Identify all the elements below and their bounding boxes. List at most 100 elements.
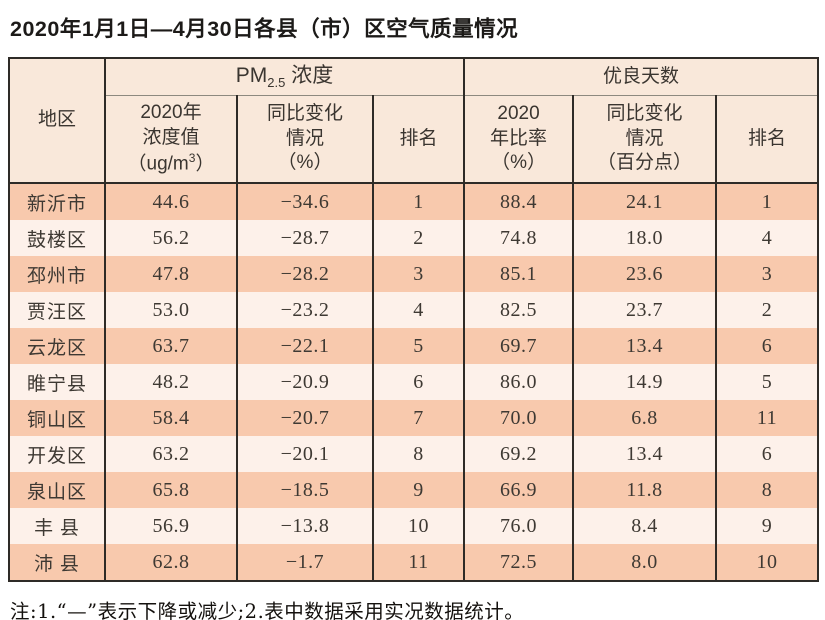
pm-change-cell: −22.1 [236,328,374,365]
good-rank-cell: 6 [715,328,820,365]
good-days-group-header: 优良天数 [463,58,820,97]
region-cell: 铜山区 [8,400,106,437]
table-row: 铜山区 58.4 −20.7 7 70.0 6.8 11 [8,400,820,437]
pm-value-cell: 65.8 [104,472,238,509]
good-ratio-header-line2: 年比率 [490,127,548,149]
pm-change-cell: −20.9 [236,364,374,401]
pm-rank-cell: 10 [371,508,466,545]
pm-change-cell: −28.7 [236,220,374,257]
pm-rank-cell: 11 [371,544,466,582]
region-cell: 睢宁县 [8,364,106,401]
good-ratio-cell: 85.1 [463,256,575,293]
good-change-cell: 24.1 [572,183,718,221]
good-change-cell: 8.4 [572,508,718,545]
pm-value-header-line1: 2020年 [140,102,202,124]
pm-change-cell: −13.8 [236,508,374,545]
pm-rank-cell: 3 [371,256,466,293]
header-group-row: 地区 PM2.5 浓度 优良天数 [8,58,820,185]
pm-value-unit-superscript: 3 [188,150,196,165]
table-row: 沛 县 62.8 −1.7 11 72.5 8.0 10 [8,544,820,582]
pm-change-cell: −18.5 [236,472,374,509]
region-cell: 云龙区 [8,328,106,365]
table-body: 新沂市 44.6 −34.6 1 88.4 24.1 1 鼓楼区 56.2 −2… [8,183,820,582]
pm-value-cell: 56.9 [104,508,238,545]
good-ratio-header-line3: （%） [491,152,546,174]
good-rank-cell: 3 [715,256,820,293]
good-change-column-header: 同比变化 情况 （百分点） [572,95,718,185]
good-change-cell: 11.8 [572,472,718,509]
page-title: 2020年1月1日—4月30日各县（市）区空气质量情况 [10,17,519,41]
pm-value-cell: 63.2 [104,436,238,473]
pm-rank-cell: 8 [371,436,466,473]
table-row: 丰 县 56.9 −13.8 10 76.0 8.4 9 [8,508,820,545]
pm25-label-main: PM [235,64,268,87]
good-ratio-cell: 88.4 [463,183,575,221]
good-ratio-cell: 69.7 [463,328,575,365]
good-change-cell: 23.7 [572,292,718,329]
pm-value-cell: 56.2 [104,220,238,257]
pm-value-cell: 62.8 [104,544,238,582]
pm-rank-cell: 1 [371,183,466,221]
table-row: 泉山区 65.8 −18.5 9 66.9 11.8 8 [8,472,820,509]
pm25-label-subscript: 2.5 [267,75,286,91]
region-cell: 邳州市 [8,256,106,293]
good-rank-cell: 1 [715,183,820,221]
good-change-cell: 13.4 [572,328,718,365]
table-row: 贾汪区 53.0 −23.2 4 82.5 23.7 2 [8,292,820,329]
pm-rank-column-header: 排名 [371,95,466,185]
region-column-header: 地区 [8,58,106,185]
table-row: 鼓楼区 56.2 −28.7 2 74.8 18.0 4 [8,220,820,257]
pm-change-header-line2: 情况 [285,127,324,149]
pm-change-cell: −1.7 [236,544,374,582]
air-quality-table: 地区 PM2.5 浓度 优良天数 2020年 浓度值 （ug/m3） 同比变化 … [8,57,820,583]
good-ratio-header-line1: 2020 [497,103,540,125]
good-ratio-cell: 82.5 [463,292,575,329]
good-ratio-column-header: 2020 年比率 （%） [463,95,575,185]
pm-value-cell: 47.8 [104,256,238,293]
region-cell: 贾汪区 [8,292,106,329]
good-rank-cell: 5 [715,364,820,401]
table-row: 邳州市 47.8 −28.2 3 85.1 23.6 3 [8,256,820,293]
good-rank-column-header: 排名 [715,95,820,185]
table-row: 云龙区 63.7 −22.1 5 69.7 13.4 6 [8,328,820,365]
pm-rank-cell: 6 [371,364,466,401]
good-rank-cell: 4 [715,220,820,257]
pm-value-header-unit: （ug/m3） [108,151,234,177]
good-ratio-cell: 86.0 [463,364,575,401]
pm-rank-cell: 4 [371,292,466,329]
table-row: 开发区 63.2 −20.1 8 69.2 13.4 6 [8,436,820,473]
region-cell: 新沂市 [8,183,106,221]
pm-change-column-header: 同比变化 情况 （%） [236,95,374,185]
pm-change-cell: −20.7 [236,400,374,437]
good-change-cell: 23.6 [572,256,718,293]
pm25-group-header: PM2.5 浓度 [103,58,466,97]
good-ratio-cell: 72.5 [463,544,575,582]
pm-change-header-line1: 同比变化 [266,103,343,125]
pm-change-header-line3: （%） [277,152,333,174]
table-row: 新沂市 44.6 −34.6 1 88.4 24.1 1 [8,183,820,221]
pm-rank-cell: 9 [371,472,466,509]
header-sub-row: 2020年 浓度值 （ug/m3） 同比变化 情况 （%） 排名 2020 年比… [9,95,820,185]
good-rank-cell: 8 [715,472,820,509]
good-change-cell: 13.4 [572,436,718,473]
good-ratio-cell: 66.9 [463,472,575,509]
good-change-header-line3: （百分点） [597,152,693,174]
region-cell: 鼓楼区 [8,220,106,257]
footnote: 注:1.“—”表示下降或减少;2.表中数据采用实况数据统计。 [10,600,525,620]
region-cell: 泉山区 [8,472,106,509]
pm-value-cell: 48.2 [104,364,238,401]
good-ratio-cell: 76.0 [463,508,575,545]
good-ratio-cell: 70.0 [463,400,575,437]
good-change-cell: 18.0 [572,220,718,257]
good-change-cell: 14.9 [572,364,718,401]
good-rank-cell: 6 [715,436,820,473]
good-ratio-cell: 74.8 [463,220,575,257]
good-change-cell: 8.0 [572,544,718,582]
pm-change-cell: −20.1 [236,436,374,473]
good-rank-cell: 9 [715,508,820,545]
region-cell: 沛 县 [8,544,106,582]
pm-value-cell: 53.0 [104,292,238,329]
good-rank-cell: 11 [715,400,820,437]
good-ratio-cell: 69.2 [463,436,575,473]
table-row: 睢宁县 48.2 −20.9 6 86.0 14.9 5 [8,364,820,401]
